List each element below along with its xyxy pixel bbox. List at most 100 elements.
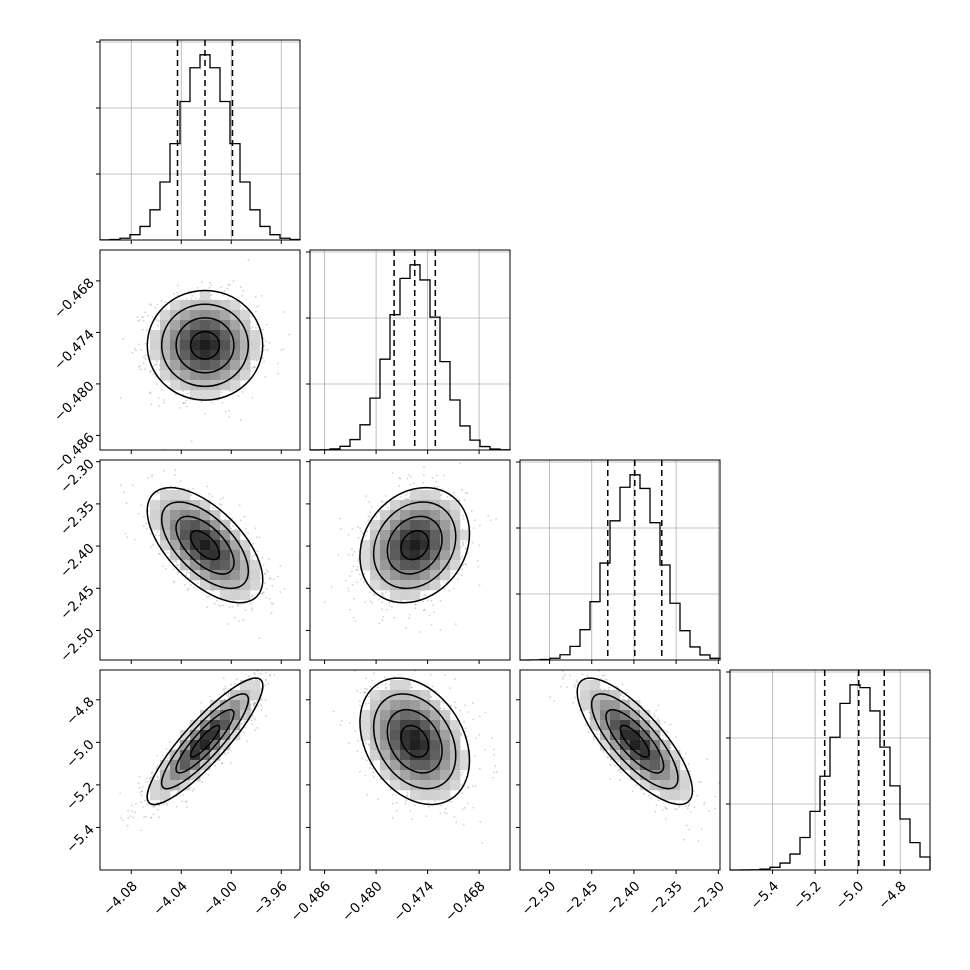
sample-point (251, 396, 254, 399)
x-tick-label: −2.35 (645, 878, 686, 919)
sample-point (152, 813, 155, 816)
sample-point (462, 518, 465, 520)
sample-point (460, 732, 462, 735)
sample-point (446, 495, 449, 498)
sample-point (405, 794, 408, 797)
sample-point (432, 604, 434, 607)
sample-point (603, 645, 605, 647)
sample-point (578, 698, 581, 701)
sample-point (424, 594, 427, 597)
contour-level-3 (576, 677, 694, 806)
density-cell (420, 790, 431, 801)
density-cell (200, 350, 211, 361)
density-cell (430, 510, 441, 521)
sample-point (240, 723, 243, 725)
sample-point (181, 800, 184, 802)
sample-point (381, 601, 383, 604)
sample-point (371, 768, 374, 770)
sample-point (324, 601, 326, 603)
sample-point (264, 348, 267, 351)
density-cell (380, 710, 391, 721)
panel-frame (99, 249, 301, 451)
sample-point (426, 802, 429, 804)
sample-point (263, 360, 265, 363)
sample-point (199, 780, 201, 782)
sample-point (192, 487, 195, 490)
panel-frame (309, 669, 511, 871)
sample-point (371, 506, 373, 508)
sample-point (144, 342, 147, 345)
density-cell (170, 510, 181, 521)
density-cell (450, 560, 461, 571)
density-cell (600, 690, 611, 701)
sample-point (363, 572, 366, 575)
sample-point (566, 665, 568, 667)
sample-point (390, 606, 393, 608)
sample-point (279, 591, 282, 593)
sample-point (139, 319, 142, 321)
density-cell (370, 520, 381, 531)
sample-point (707, 810, 710, 812)
sample-point (444, 674, 447, 676)
density-cell (640, 780, 651, 791)
sample-point (661, 734, 664, 737)
sample-point (153, 804, 156, 807)
sample-point (257, 305, 260, 307)
sample-point (190, 297, 193, 300)
sample-point (477, 565, 480, 568)
sample-point (200, 770, 203, 773)
sample-point (253, 717, 256, 719)
sample-point (139, 791, 142, 793)
density-cell (200, 340, 211, 351)
density-cell (230, 570, 241, 581)
sample-point (669, 723, 672, 726)
sample-point (233, 682, 236, 685)
sample-point (339, 517, 341, 520)
sample-point (196, 287, 199, 289)
sample-point (640, 704, 643, 707)
sample-point (348, 722, 351, 725)
sample-point (177, 571, 180, 573)
sample-point (388, 604, 391, 607)
density-cell (600, 730, 611, 741)
density-cell (200, 310, 211, 321)
density-cell (180, 740, 191, 751)
density-cell (240, 570, 251, 581)
density-cell (410, 770, 421, 781)
sample-point (131, 484, 134, 487)
density-cell (400, 680, 411, 691)
density-cell (180, 340, 191, 351)
sample-point (155, 767, 158, 769)
density-cell (360, 710, 371, 721)
sample-point (366, 794, 369, 796)
density-cell (630, 710, 641, 721)
sample-point (703, 803, 705, 806)
sample-point (367, 702, 370, 705)
sample-point (562, 676, 565, 678)
sample-point (241, 391, 244, 393)
sample-point (460, 773, 463, 776)
sample-point (150, 772, 153, 775)
density-cell (210, 390, 221, 401)
density-cell (680, 790, 691, 801)
sample-point (367, 515, 370, 517)
sample-point (230, 527, 233, 530)
density-cell (160, 350, 171, 361)
density-cell (250, 330, 261, 341)
sample-point (356, 581, 358, 584)
sample-point (216, 599, 218, 602)
sample-point (167, 551, 169, 554)
histogram-step-2 (519, 474, 721, 661)
sample-point (251, 609, 254, 612)
sample-point (398, 485, 401, 488)
sample-point (173, 580, 175, 583)
density-cell (170, 540, 181, 551)
density-cell (190, 310, 201, 321)
density-cell (640, 750, 651, 761)
density-cell (420, 540, 431, 551)
sample-point (283, 311, 285, 313)
density-cell (220, 590, 231, 601)
sample-point (664, 818, 667, 820)
density-cell (440, 790, 451, 801)
sample-point (254, 295, 257, 298)
